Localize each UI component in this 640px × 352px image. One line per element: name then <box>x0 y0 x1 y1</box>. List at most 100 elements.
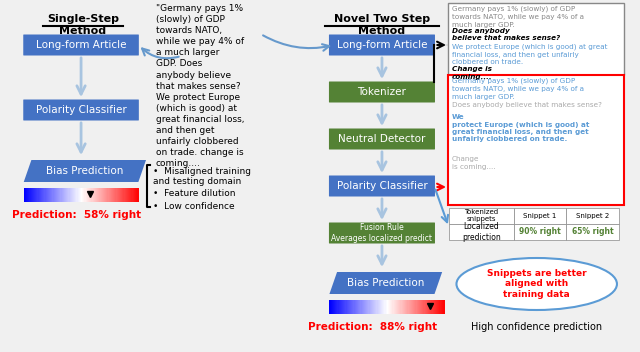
Text: Neutral Detector: Neutral Detector <box>339 134 426 144</box>
Bar <box>97 188 99 202</box>
Bar <box>371 300 372 314</box>
Bar <box>54 188 56 202</box>
Bar <box>124 188 125 202</box>
Bar <box>137 188 139 202</box>
Text: Germany pays 1% (slowly) of GDP
towards NATO, while we pay 4% of a
much larger G: Germany pays 1% (slowly) of GDP towards … <box>452 78 584 100</box>
Bar <box>27 188 29 202</box>
Bar <box>77 188 79 202</box>
Bar <box>81 188 83 202</box>
Bar <box>118 188 120 202</box>
Bar <box>417 300 418 314</box>
Bar <box>33 188 35 202</box>
Bar <box>378 300 379 314</box>
Bar <box>402 300 403 314</box>
Bar <box>430 300 432 314</box>
Bar <box>333 300 335 314</box>
Bar <box>426 300 428 314</box>
Bar <box>382 300 384 314</box>
Bar <box>424 300 425 314</box>
Bar <box>362 300 363 314</box>
Bar <box>135 188 136 202</box>
Bar <box>412 300 413 314</box>
Bar <box>403 300 404 314</box>
Bar <box>103 188 104 202</box>
Text: We protect Europe (which is good) at great
financial loss, and then get unfairly: We protect Europe (which is good) at gre… <box>452 44 607 65</box>
Text: Germany pays 1% (slowly) of GDP
towards NATO, while we pay 4% of a
much larger G: Germany pays 1% (slowly) of GDP towards … <box>452 6 584 27</box>
Bar <box>80 188 81 202</box>
Bar <box>79 188 81 202</box>
Bar <box>449 224 514 240</box>
Bar <box>34 188 36 202</box>
Bar <box>433 300 434 314</box>
Bar <box>29 188 31 202</box>
Bar <box>136 188 138 202</box>
FancyArrowPatch shape <box>142 49 179 58</box>
Bar <box>58 188 60 202</box>
Bar <box>87 188 88 202</box>
Bar <box>90 188 92 202</box>
Bar <box>57 188 59 202</box>
Bar <box>360 300 362 314</box>
Bar <box>427 300 429 314</box>
Text: Long-form Article: Long-form Article <box>337 40 428 50</box>
Bar <box>104 188 106 202</box>
Bar <box>40 188 42 202</box>
Bar <box>84 188 86 202</box>
Bar <box>411 300 412 314</box>
Bar <box>108 188 109 202</box>
Bar <box>67 188 69 202</box>
Bar <box>73 188 75 202</box>
Bar <box>121 188 123 202</box>
Bar <box>131 188 132 202</box>
Bar <box>44 188 45 202</box>
Bar <box>131 188 133 202</box>
Bar <box>420 300 422 314</box>
Bar <box>63 188 65 202</box>
Bar <box>449 208 514 224</box>
Bar <box>331 300 332 314</box>
Bar <box>349 300 351 314</box>
Bar <box>28 188 30 202</box>
Bar <box>353 300 355 314</box>
FancyBboxPatch shape <box>448 3 623 75</box>
Bar <box>112 188 114 202</box>
Bar <box>66 188 68 202</box>
Bar <box>65 188 67 202</box>
Bar <box>337 300 339 314</box>
Bar <box>344 300 346 314</box>
Text: Novel Two Step
Method: Novel Two Step Method <box>334 14 430 36</box>
Bar <box>399 300 401 314</box>
Bar <box>413 300 415 314</box>
Bar <box>355 300 356 314</box>
Bar <box>389 300 390 314</box>
Bar <box>116 188 118 202</box>
Bar <box>61 188 63 202</box>
Bar <box>336 300 338 314</box>
Text: Long-form Article: Long-form Article <box>36 40 126 50</box>
Bar <box>45 188 47 202</box>
Bar <box>109 188 111 202</box>
Bar <box>343 300 345 314</box>
Bar <box>105 188 107 202</box>
Bar <box>435 300 436 314</box>
Bar <box>93 188 94 202</box>
Bar <box>32 188 33 202</box>
Bar <box>64 188 65 202</box>
Text: "Germany pays 1%
(slowly) of GDP
towards NATO,
while we pay 4% of
a much larger
: "Germany pays 1% (slowly) of GDP towards… <box>156 4 244 168</box>
Bar <box>341 300 342 314</box>
Bar <box>566 208 619 224</box>
Bar <box>92 188 93 202</box>
Bar <box>442 300 444 314</box>
Bar <box>51 188 53 202</box>
Bar <box>334 300 335 314</box>
Bar <box>374 300 376 314</box>
Text: Prediction:  88% right: Prediction: 88% right <box>308 322 437 332</box>
FancyBboxPatch shape <box>23 100 139 120</box>
Bar <box>366 300 368 314</box>
Text: Fusion Rule
Averages localized predict: Fusion Rule Averages localized predict <box>332 223 433 243</box>
Text: Prediction:  58% right: Prediction: 58% right <box>12 210 141 220</box>
Bar <box>42 188 44 202</box>
Bar <box>388 300 390 314</box>
Bar <box>364 300 365 314</box>
Bar <box>25 188 26 202</box>
